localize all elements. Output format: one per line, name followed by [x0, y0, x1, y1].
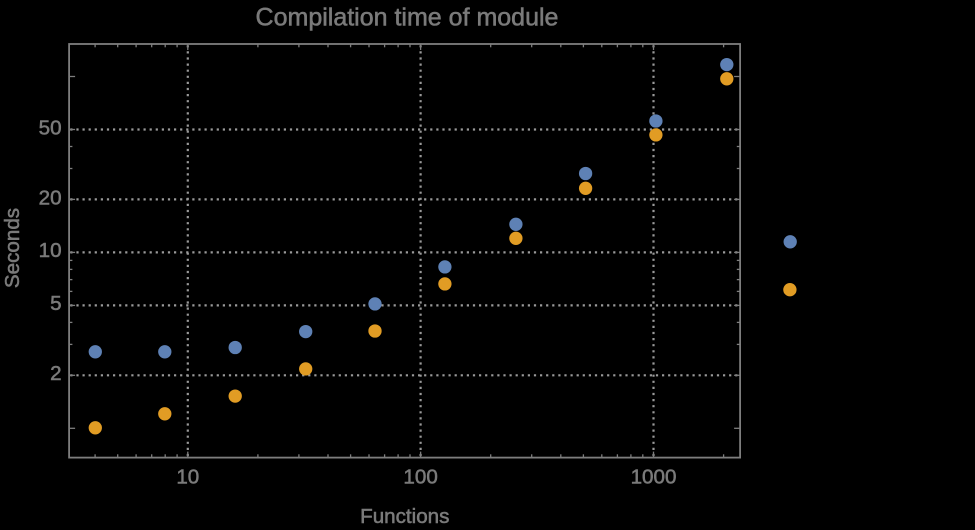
svg-text:50: 50: [39, 116, 62, 139]
svg-text:10: 10: [39, 239, 62, 262]
svg-text:1000: 1000: [631, 465, 677, 488]
svg-text:100: 100: [403, 465, 437, 488]
svg-text:20: 20: [39, 186, 62, 209]
svg-text:Compilation time of module: Compilation time of module: [256, 3, 559, 31]
svg-text:2: 2: [50, 362, 61, 385]
svg-text:5: 5: [50, 292, 61, 315]
svg-text:10: 10: [176, 465, 199, 488]
svg-text:Functions: Functions: [360, 505, 449, 525]
svg-text:Seconds: Seconds: [1, 208, 24, 288]
